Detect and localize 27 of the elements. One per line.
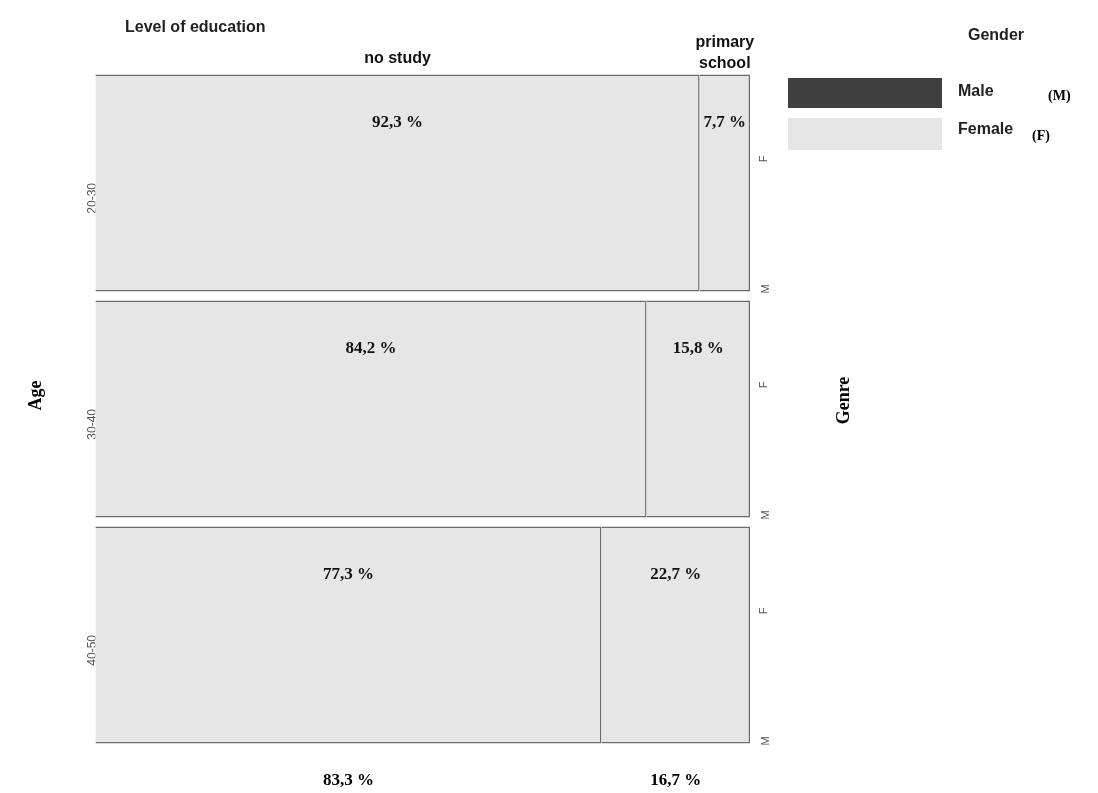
text: F: [757, 381, 770, 389]
y-tick-label: 20-30: [84, 182, 99, 214]
text: Male: [958, 82, 994, 100]
series-label: no study: [364, 48, 431, 66]
text: M: [758, 736, 771, 747]
text: (M): [1048, 88, 1071, 104]
y-tick-label: 40-50: [84, 634, 99, 666]
text: 84,2 %: [345, 337, 397, 357]
text: F: [757, 607, 770, 615]
text: 22,7 %: [650, 563, 702, 583]
text: M: [758, 510, 771, 521]
text: 16,7 %: [650, 770, 702, 790]
legend-title: Gender: [968, 26, 1025, 44]
text: 92,3 %: [372, 111, 423, 131]
chart-title: Level of education: [125, 18, 266, 36]
series-label: primary school: [695, 32, 755, 71]
y2-axis-title: Genre: [833, 376, 855, 425]
text: 83,3 %: [322, 770, 374, 790]
text: 77,3 %: [322, 563, 374, 583]
y-axis-title: Age: [24, 380, 46, 411]
text: 7,7 %: [703, 111, 747, 131]
y-tick-label: 30-40: [84, 408, 99, 440]
text: 15,8 %: [672, 337, 724, 357]
text: (F): [1032, 128, 1050, 144]
text: F: [757, 155, 770, 163]
text: Female: [958, 120, 1014, 138]
text: M: [758, 284, 771, 295]
